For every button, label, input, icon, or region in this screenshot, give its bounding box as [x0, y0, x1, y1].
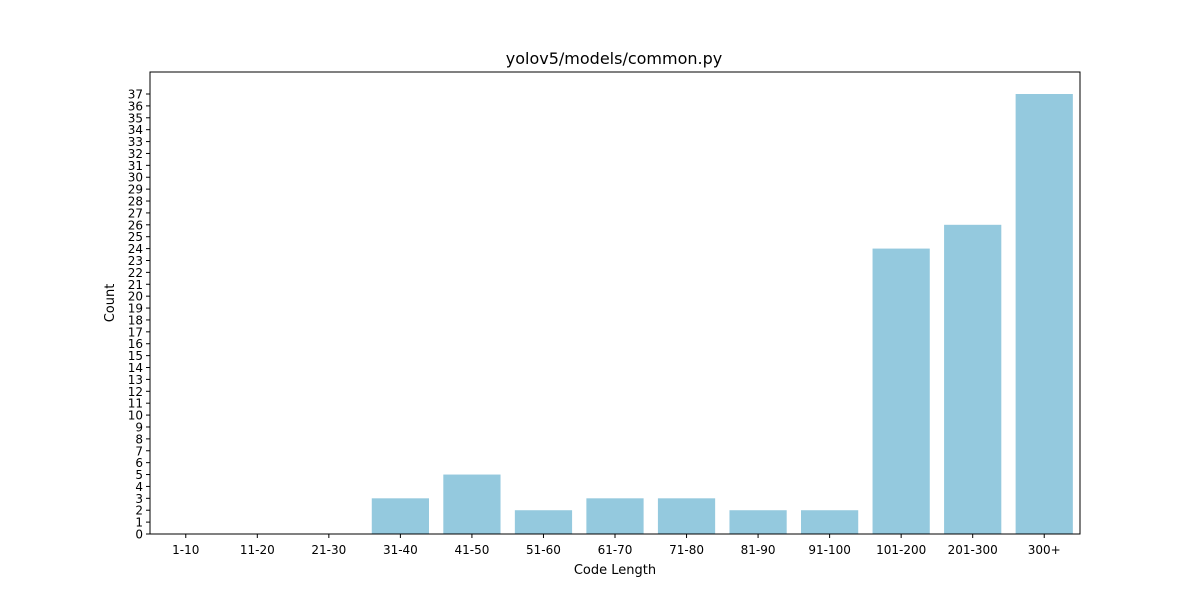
- chart-title: yolov5/models/common.py: [506, 49, 722, 68]
- y-tick-label: 6: [135, 456, 143, 470]
- x-axis-label: Code Length: [574, 563, 656, 578]
- bar-81-90: [729, 510, 787, 534]
- y-tick-label: 33: [128, 135, 143, 149]
- bar-101-200: [872, 248, 930, 534]
- y-tick-label: 32: [128, 147, 143, 161]
- y-tick-label: 25: [128, 230, 143, 244]
- y-tick-label: 26: [128, 218, 143, 232]
- x-tick-label: 91-100: [808, 543, 851, 557]
- y-tick-label: 17: [128, 325, 143, 339]
- bar-31-40: [371, 498, 429, 534]
- x-tick-label: 21-30: [311, 543, 346, 557]
- y-tick-label: 9: [135, 420, 143, 434]
- x-tick-label: 71-80: [669, 543, 704, 557]
- y-tick-label: 29: [128, 183, 143, 197]
- y-tick-label: 12: [128, 385, 143, 399]
- y-tick-label: 28: [128, 195, 143, 209]
- y-tick-label: 13: [128, 373, 143, 387]
- x-tick-label: 201-300: [948, 543, 998, 557]
- y-tick-label: 20: [128, 290, 143, 304]
- y-tick-label: 31: [128, 159, 143, 173]
- bar-300+: [1015, 94, 1073, 534]
- bar-61-70: [586, 498, 644, 534]
- x-tick-label: 41-50: [454, 543, 489, 557]
- y-tick-label: 19: [128, 302, 143, 316]
- y-tick-label: 30: [128, 171, 143, 185]
- y-tick-label: 7: [135, 444, 143, 458]
- y-tick-label: 27: [128, 206, 143, 220]
- x-tick-label: 101-200: [876, 543, 926, 557]
- y-tick-label: 36: [128, 99, 143, 113]
- y-tick-label: 23: [128, 254, 143, 268]
- bar-41-50: [443, 474, 501, 534]
- bar-51-60: [514, 510, 573, 534]
- y-tick-label: 21: [128, 278, 143, 292]
- x-tick-label: 31-40: [383, 543, 418, 557]
- y-tick-label: 10: [128, 409, 143, 423]
- y-tick-label: 8: [135, 432, 143, 446]
- x-axis-ticks: 1-10 11-20 21-30 31-40 41-50 51-60 61-70 71-80 8…: [172, 534, 1061, 557]
- bar-91-100: [801, 510, 859, 534]
- y-tick-label: 16: [128, 337, 143, 351]
- bar-71-80: [657, 498, 716, 534]
- x-tick-label: 61-70: [598, 543, 633, 557]
- y-tick-label: 24: [128, 242, 143, 256]
- x-tick-label: 300+: [1028, 543, 1061, 557]
- plot-frame: [149, 71, 1081, 535]
- bar-201-300: [944, 224, 1002, 534]
- x-tick-label: 1-10: [172, 543, 199, 557]
- y-tick-label: 37: [128, 88, 143, 102]
- y-tick-label: 14: [128, 361, 143, 375]
- y-tick-label: 22: [128, 266, 143, 280]
- y-tick-label: 1: [135, 516, 143, 530]
- y-axis-ticks: 0123456789101112131415161718192021222324…: [128, 88, 150, 542]
- y-tick-label: 11: [128, 397, 143, 411]
- bars-layer: [371, 94, 1073, 534]
- y-tick-label: 4: [135, 480, 143, 494]
- y-tick-label: 5: [135, 468, 143, 482]
- y-tick-label: 3: [135, 492, 143, 506]
- y-tick-label: 15: [128, 349, 143, 363]
- y-axis-label: Count: [103, 284, 118, 323]
- y-tick-label: 34: [128, 123, 143, 137]
- y-tick-label: 18: [128, 313, 143, 327]
- y-tick-label: 0: [135, 528, 143, 542]
- x-tick-label: 11-20: [240, 543, 275, 557]
- y-tick-label: 2: [135, 504, 143, 518]
- y-tick-label: 35: [128, 111, 143, 125]
- x-tick-label: 81-90: [741, 543, 776, 557]
- x-tick-label: 51-60: [526, 543, 561, 557]
